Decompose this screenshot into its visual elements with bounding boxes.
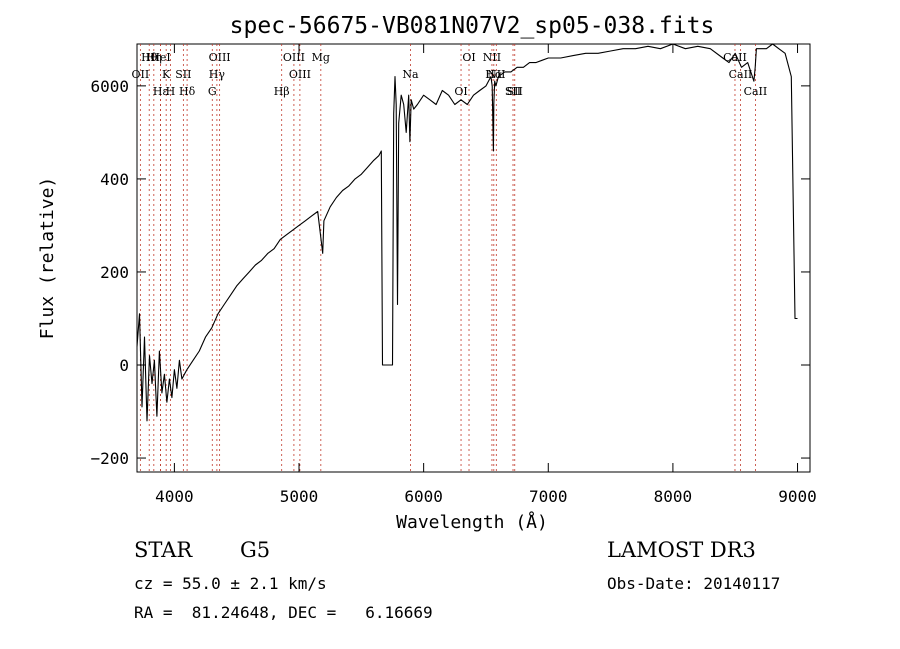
- line-marker-label: CaII: [729, 68, 753, 81]
- line-marker-label: SII: [175, 68, 191, 81]
- redshift-velocity: cz = 55.0 ± 2.1 km/s: [134, 574, 327, 593]
- y-tick-label: 200: [100, 263, 129, 282]
- y-tick-label: 6000: [90, 77, 129, 96]
- line-marker-label: Hη: [146, 51, 162, 64]
- x-tick-label: 9000: [778, 487, 817, 506]
- line-marker-label: OIII: [289, 68, 311, 81]
- y-axis-label: Flux (relative): [37, 177, 58, 340]
- line-marker-label: Mg: [312, 51, 330, 64]
- line-marker-label: Hγ: [209, 68, 226, 81]
- line-marker-label: NII: [483, 51, 501, 64]
- chart-title: spec-56675-VB081N07V2_sp05-038.fits: [230, 13, 715, 39]
- x-axis-label: Wavelength (Å): [396, 511, 548, 533]
- coordinates: RA = 81.24648, DEC = 6.16669: [134, 603, 433, 622]
- line-marker-label: Hδ: [179, 85, 196, 98]
- line-marker-label: Hε: [153, 85, 169, 98]
- line-marker-label: CaII: [744, 85, 768, 98]
- y-tick-label: 400: [100, 170, 129, 189]
- line-marker-label: NII: [487, 68, 505, 81]
- x-tick-label: 6000: [404, 487, 443, 506]
- line-marker-label: OIII: [209, 51, 231, 64]
- object-type: STAR: [134, 538, 193, 562]
- axis-ticks: 4000 5000 6000 7000 8000 9000 −200 0 200 400 6000: [90, 44, 817, 506]
- object-subclass: G5: [240, 538, 271, 562]
- y-tick-label: 0: [119, 356, 129, 375]
- x-tick-label: 8000: [654, 487, 693, 506]
- line-marker-label: HeI: [150, 51, 170, 64]
- line-marker-label: SII: [507, 85, 523, 98]
- line-marker-label: OI: [462, 51, 475, 64]
- emission-line-markers: [139, 44, 756, 472]
- x-tick-label: 4000: [155, 487, 194, 506]
- series-line-flux: [136, 43, 798, 422]
- line-marker-label: OII: [132, 68, 150, 81]
- line-marker-label: K: [162, 68, 171, 81]
- plot-frame: [136, 43, 811, 473]
- line-marker-label: OI: [454, 85, 467, 98]
- observation-date: Obs-Date: 20140117: [607, 574, 781, 593]
- line-marker-label: Na: [402, 68, 419, 81]
- line-marker-label: Hβ: [274, 85, 290, 98]
- x-tick-label: 5000: [280, 487, 319, 506]
- line-marker-label: SII: [505, 85, 521, 98]
- line-marker-label: G: [208, 85, 217, 98]
- line-marker-label: Hθ: [141, 51, 158, 64]
- x-tick-label: 7000: [529, 487, 568, 506]
- line-marker-label: OIII: [283, 51, 305, 64]
- series-group: [136, 43, 798, 422]
- survey-name: LAMOST DR3: [607, 538, 756, 562]
- line-marker-label: H: [166, 85, 176, 98]
- line-marker-label: CaII: [723, 51, 747, 64]
- y-tick-label: −200: [90, 449, 129, 468]
